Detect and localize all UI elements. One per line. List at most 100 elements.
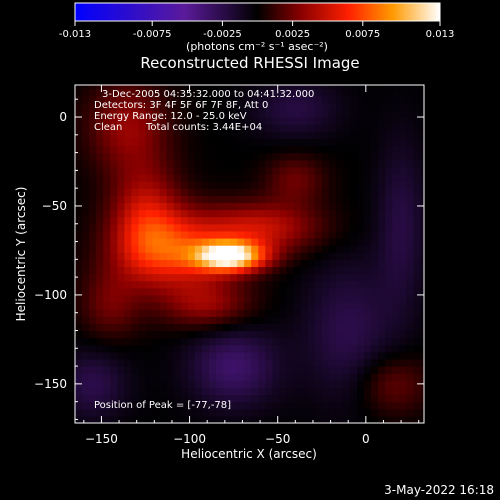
heatmap-cell — [96, 337, 104, 346]
heatmap-cell — [145, 173, 154, 182]
heatmap-cell — [420, 415, 424, 423]
heatmap-cell — [103, 337, 111, 346]
heatmap-cell — [328, 138, 337, 147]
heatmap-cell — [117, 394, 125, 403]
heatmap-cell — [124, 287, 133, 296]
heatmap-cell — [300, 323, 309, 332]
heatmap-cell — [349, 188, 358, 196]
heatmap-cell — [131, 188, 140, 196]
heatmap-cell — [385, 259, 393, 268]
heatmap-cell — [223, 401, 231, 410]
heatmap-cell — [138, 366, 147, 374]
heatmap-cell — [159, 223, 168, 232]
heatmap-cell — [237, 195, 245, 204]
heatmap-cell — [223, 181, 231, 189]
heatmap-cell — [152, 330, 161, 339]
heatmap-cell — [173, 173, 182, 182]
heatmap-cell — [293, 373, 302, 381]
heatmap-cell — [82, 181, 90, 189]
heatmap-cell — [103, 266, 111, 275]
heatmap-cell — [166, 109, 175, 118]
heatmap-cell — [180, 259, 189, 268]
heatmap-cell — [89, 95, 97, 104]
heatmap-cell — [152, 252, 161, 260]
heatmap-cell — [124, 309, 133, 317]
heatmap-cell — [286, 124, 295, 132]
heatmap-cell — [349, 166, 358, 175]
heatmap-cell — [349, 117, 358, 125]
heatmap-cell — [166, 131, 175, 139]
heatmap-cell — [152, 273, 161, 282]
heatmap-cell — [159, 102, 168, 111]
heatmap-cell — [89, 302, 97, 310]
heatmap-cell — [314, 223, 323, 232]
heatmap-cell — [364, 273, 372, 282]
heatmap-cell — [349, 259, 358, 268]
heatmap-cell — [258, 287, 266, 296]
heatmap-cell — [124, 117, 133, 125]
heatmap-cell — [364, 188, 372, 196]
heatmap-cell — [124, 188, 133, 196]
heatmap-cell — [124, 394, 133, 403]
heatmap-cell — [385, 330, 393, 339]
heatmap-cell — [124, 131, 133, 139]
heatmap-cell — [293, 415, 302, 423]
heatmap-cell — [159, 145, 168, 154]
heatmap-cell — [279, 173, 288, 182]
heatmap-cell — [75, 273, 83, 282]
heatmap-cell — [145, 145, 154, 154]
heatmap-cell — [103, 195, 111, 204]
heatmap-cell — [321, 237, 330, 246]
heatmap-cell — [342, 309, 351, 317]
heatmap-cell — [399, 401, 407, 410]
heatmap-cell — [208, 323, 217, 332]
heatmap-cell — [82, 294, 90, 303]
heatmap-cell — [420, 266, 424, 275]
heatmap-cell — [321, 88, 330, 97]
heatmap-cell — [272, 209, 281, 218]
heatmap-cell — [166, 145, 175, 154]
heatmap-cell — [152, 152, 161, 161]
heatmap-cell — [307, 408, 316, 417]
heatmap-cell — [110, 302, 118, 310]
heatmap-cell — [110, 245, 118, 253]
heatmap-cell — [357, 159, 365, 168]
heatmap-cell — [124, 302, 133, 310]
heatmap-cell — [244, 323, 252, 332]
heatmap-cell — [300, 280, 309, 289]
heatmap-cell — [194, 181, 203, 189]
heatmap-cell — [89, 287, 97, 296]
heatmap-cell — [307, 259, 316, 268]
heatmap-cell — [357, 394, 365, 403]
heatmap-cell — [152, 216, 161, 225]
heatmap-cell — [194, 266, 203, 275]
heatmap-cell — [328, 394, 337, 403]
heatmap-cell — [321, 131, 330, 139]
heatmap-cell — [124, 380, 133, 389]
heatmap-cell — [420, 181, 424, 189]
heatmap-cell — [286, 188, 295, 196]
heatmap-cell — [251, 195, 259, 204]
heatmap-cell — [251, 387, 259, 396]
heatmap-cell — [328, 223, 337, 232]
heatmap-cell — [321, 117, 330, 125]
heatmap-cell — [138, 223, 147, 232]
heatmap-cell — [392, 117, 400, 125]
heatmap-cell — [216, 387, 224, 396]
heatmap-cell — [152, 145, 161, 154]
heatmap-cell — [265, 223, 274, 232]
heatmap-cell — [307, 202, 316, 211]
heatmap-cell — [110, 230, 118, 239]
heatmap-cell — [314, 237, 323, 246]
heatmap-cell — [152, 195, 161, 204]
heatmap-cell — [413, 273, 422, 282]
heatmap-cell — [89, 259, 97, 268]
heatmap-cell — [342, 117, 351, 125]
heatmap-cell — [342, 294, 351, 303]
heatmap-cell — [187, 117, 196, 125]
heatmap-cell — [180, 273, 189, 282]
heatmap-cell — [399, 245, 407, 253]
heatmap-cell — [279, 316, 288, 324]
heatmap-cell — [364, 380, 372, 389]
heatmap-cell — [138, 138, 147, 147]
